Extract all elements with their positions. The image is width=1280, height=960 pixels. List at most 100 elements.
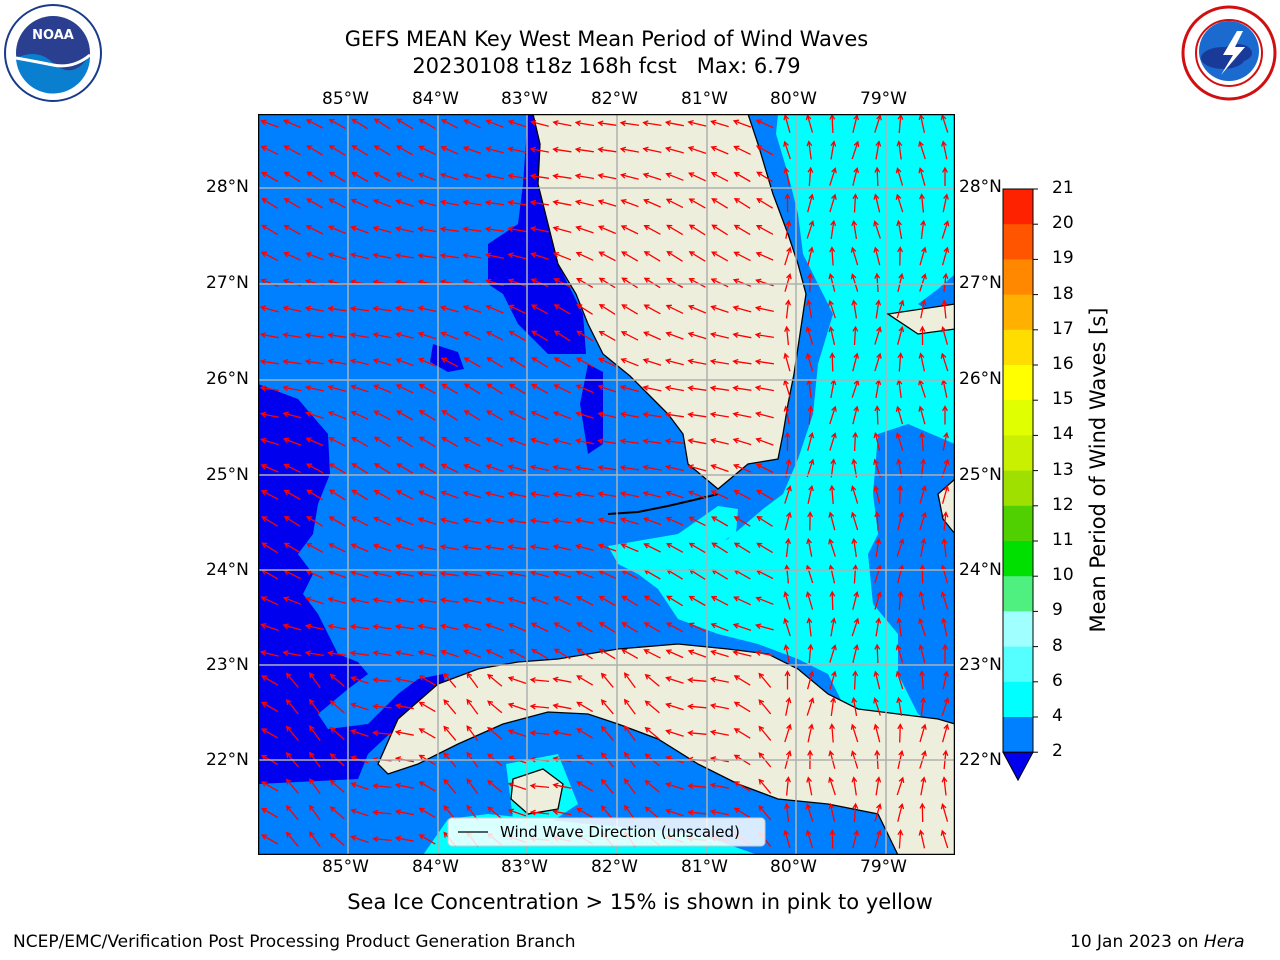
wind-wave-arrow	[619, 491, 639, 498]
wind-wave-arrow	[805, 829, 814, 849]
wind-wave-arrow	[940, 114, 949, 133]
wind-wave-arrow	[666, 224, 684, 236]
wind-wave-arrow	[621, 648, 639, 659]
wind-wave-arrow	[574, 491, 594, 498]
colorbar-segment	[1003, 400, 1033, 436]
wind-wave-arrow	[755, 463, 774, 474]
wind-wave-arrow	[619, 384, 639, 393]
wind-wave-arrow	[807, 193, 815, 213]
wind-wave-arrow	[918, 405, 926, 425]
colorbar-segment	[1003, 470, 1033, 507]
wind-wave-arrow	[598, 595, 616, 607]
wind-wave-arrow	[305, 463, 324, 474]
wind-wave-arrow	[687, 730, 707, 737]
wind-wave-arrow	[552, 544, 572, 551]
wind-wave-arrow	[484, 490, 504, 498]
wind-wave-arrow	[644, 779, 660, 793]
wind-wave-arrow	[644, 726, 660, 740]
wind-wave-arrow	[807, 166, 814, 187]
wind-wave-arrow	[644, 806, 660, 820]
wind-wave-arrow	[328, 489, 346, 501]
wind-wave-arrow	[529, 783, 550, 789]
wind-wave-arrow	[485, 437, 504, 447]
wind-wave-arrow	[665, 676, 684, 684]
wind-wave-arrow	[484, 596, 504, 604]
wind-wave-arrow	[784, 723, 792, 743]
colorbar-tick-label: 15	[1052, 389, 1074, 410]
wind-wave-arrow	[598, 277, 616, 289]
colorbar-tick-label: 10	[1052, 565, 1074, 586]
lat-label-left: 23°N	[206, 655, 249, 675]
chart-subtitle: 20230108 t18z 168h fcst Max: 6.79	[412, 54, 801, 78]
wind-wave-arrow	[443, 672, 457, 688]
wind-wave-arrow	[418, 490, 436, 500]
wind-wave-arrow	[530, 384, 549, 394]
wind-wave-arrow	[755, 225, 774, 235]
wind-wave-arrow	[623, 698, 636, 715]
colorbar-tick-label: 20	[1052, 213, 1074, 234]
wind-wave-arrow	[576, 781, 594, 792]
wind-wave-arrow	[462, 226, 482, 233]
wind-wave-arrow	[327, 225, 347, 235]
wind-wave-arrow	[484, 544, 504, 551]
wind-wave-arrow	[942, 431, 949, 451]
wind-wave-arrow	[507, 173, 527, 180]
period-field-below-2	[488, 114, 586, 354]
wind-wave-arrow	[897, 352, 904, 372]
wind-wave-arrow	[259, 358, 279, 365]
wind-wave-arrow	[918, 352, 926, 372]
wind-wave-arrow	[664, 464, 684, 472]
wind-wave-arrow	[439, 305, 459, 313]
wind-wave-arrow	[372, 543, 392, 552]
wind-wave-arrow	[940, 325, 949, 345]
wind-wave-arrow	[920, 537, 927, 557]
wind-wave-arrow	[942, 643, 948, 664]
lat-label-left: 24°N	[206, 560, 249, 580]
wind-wave-arrow	[852, 325, 859, 346]
wind-wave-arrow	[507, 464, 527, 472]
lat-label-left: 28°N	[206, 177, 249, 197]
wind-wave-arrow	[327, 358, 347, 365]
wind-wave-arrow	[732, 358, 752, 365]
wind-wave-arrow	[440, 517, 459, 525]
wind-wave-arrow	[282, 650, 302, 657]
wind-wave-arrow	[575, 411, 594, 419]
wind-wave-arrow	[597, 120, 617, 127]
wind-wave-arrow	[487, 806, 503, 820]
wind-wave-arrow	[328, 543, 346, 553]
wind-wave-arrow	[350, 516, 369, 527]
wind-wave-arrow	[462, 649, 482, 658]
wind-wave-arrow	[261, 675, 279, 686]
footer-date: 10 Jan 2023 on Hera	[1070, 932, 1245, 952]
wind-wave-arrow	[350, 808, 369, 817]
lon-label-top: 84°W	[412, 89, 459, 109]
wind-wave-arrow	[417, 331, 437, 340]
colorbar-tick-label: 4	[1052, 706, 1063, 726]
wind-wave-arrow	[306, 145, 324, 156]
wind-wave-arrow	[687, 304, 707, 314]
wind-wave-arrow	[598, 648, 616, 660]
colorbar-segment	[1003, 611, 1033, 648]
wind-wave-arrow	[350, 543, 369, 553]
wind-wave-arrow	[806, 220, 815, 239]
land-bahamas	[937, 478, 955, 536]
wind-wave-arrow	[530, 437, 549, 446]
wind-wave-arrow	[304, 385, 324, 392]
wind-wave-arrow	[919, 431, 926, 452]
wind-wave-arrow	[440, 331, 459, 340]
wind-wave-arrow	[396, 410, 414, 421]
wind-wave-arrow	[621, 304, 639, 315]
wind-wave-arrow	[574, 173, 595, 180]
wind-wave-arrow	[733, 251, 751, 262]
wind-wave-arrow	[260, 623, 279, 632]
wind-wave-arrow	[327, 410, 347, 420]
wind-wave-arrow	[552, 173, 572, 180]
wind-wave-arrow	[553, 304, 571, 315]
wind-wave-arrow	[687, 385, 707, 392]
wind-wave-arrow	[784, 246, 792, 266]
wind-wave-arrow	[874, 272, 881, 293]
wind-wave-arrow	[576, 701, 594, 713]
wind-wave-arrow	[897, 590, 904, 611]
wind-wave-arrow	[829, 723, 836, 743]
wind-wave-arrow	[897, 272, 905, 292]
